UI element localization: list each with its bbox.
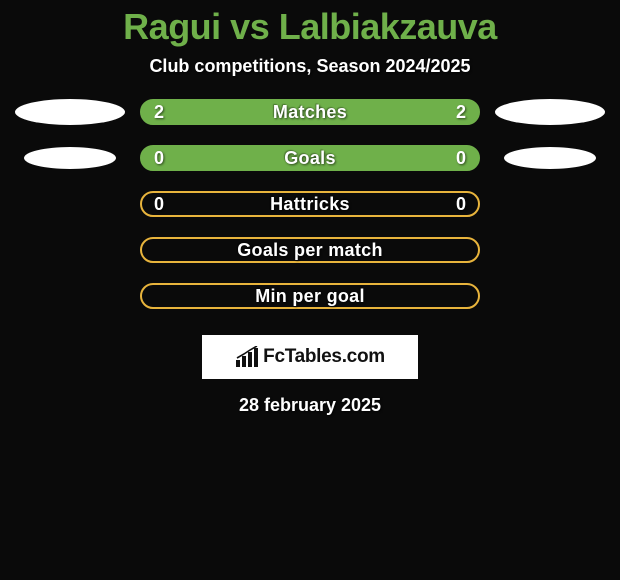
- left-ellipse-slot: [0, 147, 140, 169]
- stat-row: 2Matches2: [0, 99, 620, 125]
- comparison-infographic: Ragui vs Lalbiakzauva Club competitions,…: [0, 0, 620, 580]
- right-ellipse-slot: [480, 99, 620, 125]
- logo: FcTables.com: [235, 346, 385, 368]
- stat-row: 0Goals0: [0, 145, 620, 171]
- stat-right-value: 0: [456, 194, 466, 215]
- right-ellipse-slot: [480, 147, 620, 169]
- subtitle: Club competitions, Season 2024/2025: [149, 56, 470, 77]
- logo-box: FcTables.com: [202, 335, 418, 379]
- stat-label: Hattricks: [142, 194, 478, 215]
- stat-row: 0Hattricks0: [0, 191, 620, 217]
- logo-text: FcTables.com: [263, 346, 385, 368]
- page-title: Ragui vs Lalbiakzauva: [123, 6, 497, 48]
- stat-label: Matches: [142, 102, 478, 123]
- stat-bar: 0Goals0: [140, 145, 480, 171]
- stat-label: Goals: [142, 148, 478, 169]
- left-ellipse: [15, 99, 125, 125]
- stat-row: Goals per match: [0, 237, 620, 263]
- right-ellipse: [504, 147, 596, 169]
- stat-bar: 0Hattricks0: [140, 191, 480, 217]
- stat-rows-container: 2Matches20Goals00Hattricks0Goals per mat…: [0, 99, 620, 329]
- stat-label: Goals per match: [142, 240, 478, 261]
- stat-right-value: 2: [456, 102, 466, 123]
- stat-label: Min per goal: [142, 286, 478, 307]
- stat-row: Min per goal: [0, 283, 620, 309]
- stat-bar: Goals per match: [140, 237, 480, 263]
- left-ellipse: [24, 147, 116, 169]
- stat-right-value: 0: [456, 148, 466, 169]
- left-ellipse-slot: [0, 99, 140, 125]
- stat-bar: 2Matches2: [140, 99, 480, 125]
- bars-icon: [235, 346, 259, 368]
- stat-bar: Min per goal: [140, 283, 480, 309]
- date-label: 28 february 2025: [239, 395, 381, 416]
- right-ellipse: [495, 99, 605, 125]
